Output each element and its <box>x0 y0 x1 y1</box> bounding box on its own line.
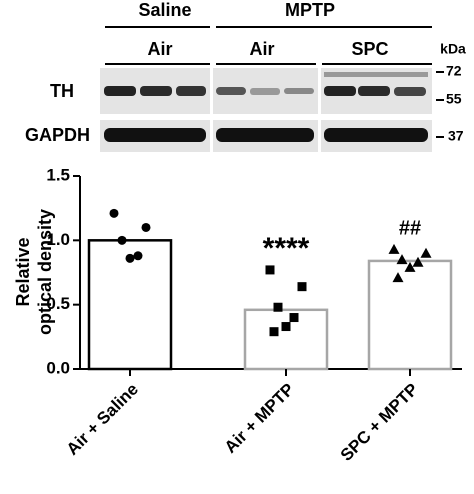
y-tick-label: 0.0 <box>46 358 70 377</box>
data-point <box>388 243 400 254</box>
subgroup-label: Air <box>147 39 172 59</box>
unit-label: kDa <box>440 41 466 57</box>
marker-label: 55 <box>446 91 462 107</box>
row-label: TH <box>50 81 74 101</box>
bar <box>243 308 329 371</box>
data-point <box>289 313 299 323</box>
data-point <box>133 251 143 261</box>
group-label: MPTP <box>285 0 335 20</box>
significance-label: ## <box>399 218 421 240</box>
blot-th <box>100 68 432 114</box>
data-point <box>273 302 283 312</box>
y-tick-label: 0.5 <box>46 294 70 313</box>
significance-label: **** <box>263 232 310 265</box>
x-tick-label: Air + MPTP <box>221 380 298 457</box>
marker-label: 37 <box>448 128 464 144</box>
data-point <box>396 254 408 265</box>
data-point <box>117 235 127 245</box>
subgroup-label: SPC <box>351 39 388 59</box>
x-tick-label: SPC + MPTP <box>337 380 422 465</box>
data-point <box>141 222 151 232</box>
subgroup-label: Air <box>249 39 274 59</box>
y-tick-label: 1.5 <box>46 165 70 184</box>
data-point <box>297 282 307 292</box>
data-point <box>269 327 279 337</box>
x-tick-label: Air + Saline <box>63 380 142 459</box>
data-point <box>412 256 424 267</box>
group-label: Saline <box>138 0 191 20</box>
y-axis-label: Relative <box>13 237 33 306</box>
data-point <box>125 253 135 263</box>
y-axis-label: optical density <box>35 209 55 335</box>
data-point <box>404 261 416 272</box>
row-label: GAPDH <box>25 125 90 145</box>
y-tick-label: 1.0 <box>46 230 70 249</box>
data-point <box>265 265 275 275</box>
data-point <box>109 208 119 218</box>
marker-label: 72 <box>446 63 462 79</box>
data-point <box>281 322 291 332</box>
data-point <box>392 272 404 283</box>
blot-gapdh <box>100 120 432 152</box>
bar <box>367 259 453 371</box>
data-point <box>420 247 432 258</box>
